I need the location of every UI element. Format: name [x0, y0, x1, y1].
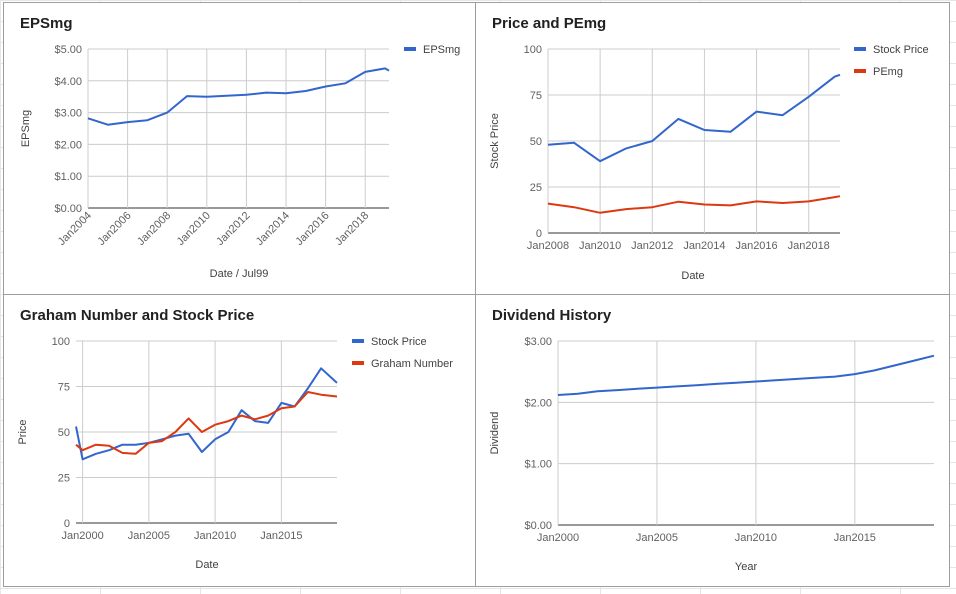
legend-entry: EPSmg: [423, 44, 460, 56]
graham-chart: 0 25 50 75 100 Jan2000 Jan2005 Jan2010 Jan2015 Da…: [17, 336, 453, 571]
y-tick-label: 25: [58, 473, 70, 485]
x-tick-label: Jan2010: [735, 532, 777, 544]
y-tick-label: $0.00: [54, 203, 82, 215]
legend-entry: Stock Price: [371, 336, 427, 348]
y-tick-label: $1.00: [54, 171, 82, 183]
x-tick-label: Jan2016: [735, 240, 777, 252]
dividend-chart: $0.00 $1.00 $2.00 $3.00 Jan2000 Jan2005 Jan201…: [489, 336, 935, 573]
x-tick-label: Jan2008: [527, 240, 569, 252]
series-line: [547, 195, 841, 214]
chart-panel-price-pe: Price and PEmg 0 25 50 75 100 Jan2008 Jan2010 J…: [475, 2, 950, 295]
x-tick-label: Jan2012: [631, 240, 673, 252]
x-tick-label: Jan2004: [56, 210, 94, 248]
x-tick-label: Jan2016: [293, 210, 331, 248]
y-axis-label: EPSmg: [20, 110, 32, 147]
price-pe-chart: 0 25 50 75 100 Jan2008 Jan2010 Jan2012 Jan2014 Ja…: [489, 44, 929, 282]
legend-swatch: [352, 339, 364, 343]
legend-swatch: [352, 361, 364, 365]
chart-panel-dividend: Dividend History $0.00 $1.00 $2.00 $3.00 Jan…: [475, 294, 950, 587]
x-tick-label: Jan2006: [95, 210, 133, 248]
x-tick-label: Jan2005: [128, 530, 170, 542]
x-tick-label: Jan2014: [254, 210, 292, 248]
legend-entry: PEmg: [873, 66, 903, 78]
chart-panel-eps: EPSmg $0.00 $1.00 $2.00 $3.00 $4.00 $5.00 Jan2…: [3, 2, 476, 295]
y-tick-label: 25: [530, 182, 542, 194]
y-tick-label: 0: [536, 228, 542, 240]
x-tick-label: Jan2018: [333, 210, 371, 248]
y-tick-label: 0: [64, 518, 70, 530]
y-axis-label: Dividend: [489, 412, 501, 455]
series-line: [557, 354, 935, 396]
x-tick-label: Jan2010: [175, 210, 213, 248]
y-tick-label: 50: [530, 136, 542, 148]
y-tick-label: 75: [58, 382, 70, 394]
chart-title: Dividend History: [492, 307, 612, 324]
legend-swatch: [404, 47, 416, 51]
x-tick-label: Jan2005: [636, 532, 678, 544]
y-tick-label: 100: [524, 44, 542, 56]
x-tick-label: Jan2010: [194, 530, 236, 542]
x-axis-label: Date: [195, 559, 218, 571]
y-tick-label: $2.00: [524, 397, 552, 409]
x-tick-label: Jan2018: [788, 240, 830, 252]
x-tick-label: Jan2000: [62, 530, 104, 542]
legend-entry: Graham Number: [371, 358, 453, 370]
legend-swatch: [854, 47, 866, 51]
x-tick-label: Jan2008: [135, 210, 173, 248]
y-tick-label: 50: [58, 427, 70, 439]
x-tick-label: Jan2015: [260, 530, 302, 542]
y-tick-label: $4.00: [54, 76, 82, 88]
x-tick-label: Jan2012: [214, 210, 252, 248]
chart-title: Price and PEmg: [492, 15, 607, 32]
x-tick-label: Jan2010: [579, 240, 621, 252]
x-tick-label: Jan2015: [834, 532, 876, 544]
legend-entry: Stock Price: [873, 44, 929, 56]
y-tick-label: 100: [52, 336, 70, 348]
y-axis-label: Stock Price: [489, 113, 501, 169]
series-line: [75, 391, 338, 455]
series-line: [547, 73, 841, 163]
x-tick-label: Jan2000: [537, 532, 579, 544]
y-tick-label: 75: [530, 90, 542, 102]
x-axis-label: Date / Jul99: [210, 268, 269, 280]
y-tick-label: $3.00: [524, 336, 552, 348]
chart-title: Graham Number and Stock Price: [20, 307, 255, 324]
chart-title: EPSmg: [20, 15, 73, 32]
y-tick-label: $5.00: [54, 44, 82, 56]
y-axis-label: Price: [17, 419, 29, 444]
x-axis-label: Date: [681, 270, 704, 282]
x-tick-label: Jan2014: [683, 240, 725, 252]
y-tick-label: $3.00: [54, 108, 82, 120]
series-line: [87, 67, 390, 126]
x-axis-label: Year: [735, 561, 758, 573]
chart-panel-graham: Graham Number and Stock Price 0 25 50 75 100…: [3, 294, 476, 587]
y-tick-label: $2.00: [54, 139, 82, 151]
y-tick-label: $0.00: [524, 520, 552, 532]
series-line: [75, 367, 338, 461]
legend-swatch: [854, 69, 866, 73]
y-tick-label: $1.00: [524, 459, 552, 471]
